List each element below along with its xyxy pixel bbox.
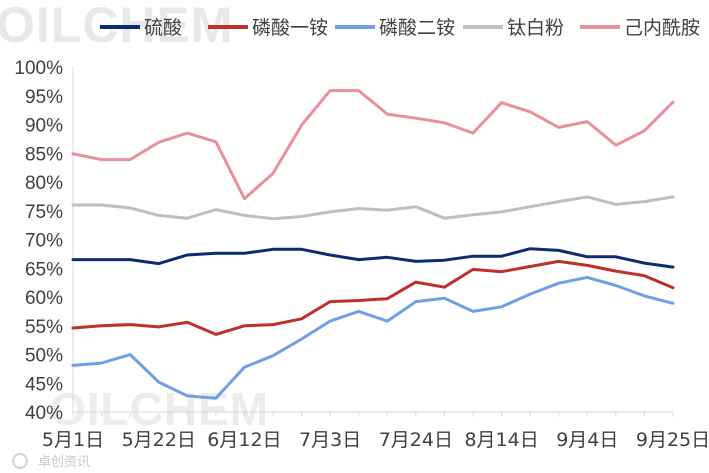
y-tick-label: 75% <box>25 202 63 223</box>
legend-label: 磷酸一铵 <box>252 17 328 39</box>
watermark-bottom: OILCHEM <box>50 383 269 435</box>
legend-label: 钛白粉 <box>507 17 564 39</box>
x-axis-labels: 5月1日 5月22日 6月12日 7月3日 7月24日 8月14日 9月4日 9月25日 <box>42 429 709 451</box>
y-tick-label: 65% <box>25 259 63 280</box>
x-tick-label: 8月14日 <box>464 429 538 451</box>
series-line-1 <box>71 259 675 336</box>
watermark-footer: 卓创资讯 <box>38 455 90 470</box>
series-line-4 <box>71 89 675 201</box>
series-line-0 <box>71 247 675 269</box>
y-tick-label: 45% <box>25 374 63 395</box>
x-tick-label: 5月1日 <box>42 429 104 451</box>
legend: 硫酸 磷酸一铵 磷酸二铵 钛白粉 己内酰胺 <box>100 17 700 39</box>
y-tick-label: 80% <box>25 173 63 194</box>
legend-label: 硫酸 <box>144 17 182 39</box>
series-line-3 <box>71 195 675 221</box>
y-tick-label: 90% <box>25 116 63 137</box>
y-tick-label: 70% <box>25 231 63 252</box>
y-tick-label: 60% <box>25 288 63 309</box>
x-tick-label: 7月24日 <box>379 429 453 451</box>
y-tick-label: 50% <box>25 346 63 367</box>
x-tick-label: 9月25日 <box>636 429 709 451</box>
x-tick-label: 5月22日 <box>122 429 196 451</box>
y-tick-label: 100% <box>14 58 63 79</box>
x-tick-label: 9月4日 <box>556 429 618 451</box>
legend-label: 磷酸二铵 <box>379 17 455 39</box>
y-tick-label: 55% <box>25 317 63 338</box>
legend-label: 己内酰胺 <box>624 17 700 39</box>
x-tick-label: 6月12日 <box>207 429 281 451</box>
y-tick-label: 40% <box>25 403 63 424</box>
y-axis-labels: 40% 45% 50% 55% 60% 65% 70% 75% 80% 85% 90% 95% 100% <box>14 58 63 424</box>
watermark-logo-icon <box>12 453 28 469</box>
series-layer <box>71 89 675 400</box>
x-tick-label: 7月3日 <box>299 429 361 451</box>
y-tick-label: 95% <box>25 87 63 108</box>
axes <box>72 67 674 417</box>
y-tick-label: 85% <box>25 144 63 165</box>
series-line-2 <box>71 275 675 400</box>
